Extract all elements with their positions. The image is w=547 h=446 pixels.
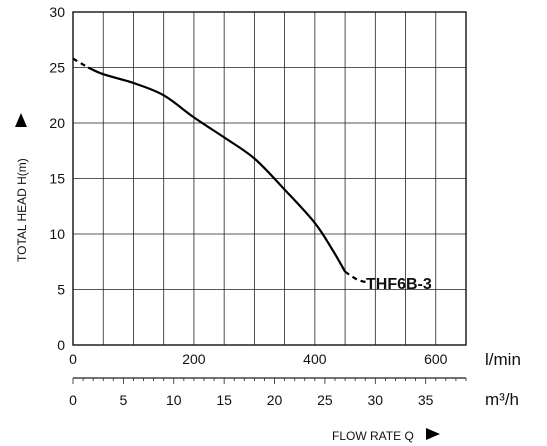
y-tick-label: 10 bbox=[49, 226, 65, 242]
y-tick-label: 20 bbox=[49, 115, 65, 131]
x-tick-label-m3h: 15 bbox=[216, 392, 232, 408]
y-tick-label: 0 bbox=[57, 337, 65, 353]
x-tick-label-lmin: 0 bbox=[69, 351, 77, 367]
x-axis-arrow-icon bbox=[426, 428, 440, 440]
y-axis-arrow-icon bbox=[15, 113, 27, 127]
x-tick-label-lmin: 600 bbox=[424, 351, 448, 367]
series-line-dashed-end bbox=[344, 270, 370, 284]
x-tick-label-m3h: 0 bbox=[69, 392, 77, 408]
x-tick-label-m3h: 25 bbox=[317, 392, 333, 408]
series-line-dashed-start bbox=[72, 57, 89, 69]
x-tick-labels-lmin: 0 200 400 600 bbox=[69, 351, 448, 367]
series-label-thf6b-3: THF6B-3 bbox=[366, 276, 432, 293]
x-tick-label-m3h: 20 bbox=[267, 392, 283, 408]
y-tick-label: 5 bbox=[57, 282, 65, 298]
x-axis-title: FLOW RATE Q bbox=[332, 429, 414, 443]
series-line bbox=[87, 66, 347, 273]
y-axis-title: TOTAL HEAD H(m) bbox=[15, 158, 29, 262]
x-tick-label-m3h: 10 bbox=[166, 392, 182, 408]
grid bbox=[73, 12, 466, 345]
x-tick-label-m3h: 5 bbox=[119, 392, 127, 408]
x-tick-label-lmin: 200 bbox=[182, 351, 206, 367]
series-curve bbox=[72, 57, 370, 284]
y-tick-label: 25 bbox=[49, 60, 65, 76]
x-axis-m3h: 0 5 10 15 20 25 30 35 bbox=[69, 377, 467, 408]
y-tick-label: 15 bbox=[49, 171, 65, 187]
x-tick-label-lmin: 400 bbox=[303, 351, 327, 367]
plot-frame bbox=[72, 11, 467, 346]
x-unit-lmin: l/min bbox=[485, 350, 521, 369]
x-tick-label-m3h: 35 bbox=[418, 392, 434, 408]
x-tick-label-m3h: 30 bbox=[368, 392, 384, 408]
y-tick-labels: 0 5 10 15 20 25 30 bbox=[49, 4, 65, 353]
x-unit-m3h: m³/h bbox=[485, 390, 519, 409]
y-tick-label: 30 bbox=[49, 4, 65, 20]
